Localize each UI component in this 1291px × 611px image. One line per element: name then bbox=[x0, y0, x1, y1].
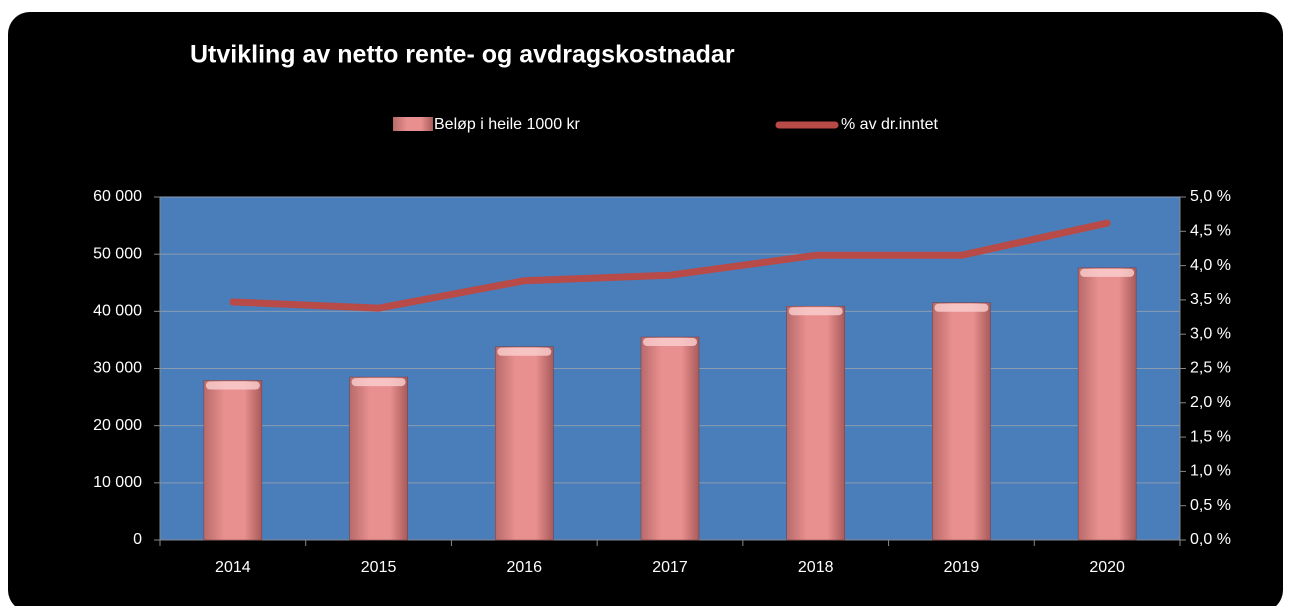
chart-title: Utvikling av netto rente- og avdragskost… bbox=[190, 41, 735, 69]
bar bbox=[495, 346, 554, 541]
x-tick-label: 2016 bbox=[506, 559, 542, 576]
bar bbox=[349, 376, 408, 541]
y-tick-label: 10 000 bbox=[93, 474, 142, 491]
y2-tick-label: 0,0 % bbox=[1190, 531, 1231, 548]
legend-label: Beløp i heile 1000 kr bbox=[434, 116, 581, 133]
x-tick-label: 2019 bbox=[944, 559, 980, 576]
bar-highlight bbox=[934, 303, 989, 312]
legend-label: % av dr.inntet bbox=[841, 116, 939, 133]
x-tick-label: 2020 bbox=[1089, 559, 1125, 576]
y2-tick-label: 1,5 % bbox=[1190, 428, 1231, 445]
bar bbox=[203, 380, 263, 541]
line-series bbox=[229, 219, 1111, 312]
y2-tick-label: 2,5 % bbox=[1190, 360, 1231, 377]
y2-tick-label: 2,0 % bbox=[1190, 394, 1231, 411]
bar-highlight bbox=[351, 378, 406, 387]
y2-tick-label: 0,5 % bbox=[1190, 497, 1231, 514]
bar bbox=[1077, 267, 1137, 541]
y-tick-label: 0 bbox=[133, 531, 142, 548]
bar bbox=[932, 302, 991, 541]
y2-tick-label: 5,0 % bbox=[1190, 188, 1231, 205]
x-tick-label: 2018 bbox=[798, 559, 834, 576]
x-tick-label: 2014 bbox=[215, 559, 251, 576]
y-tick-label: 30 000 bbox=[93, 360, 142, 377]
x-tick-label: 2017 bbox=[652, 559, 688, 576]
bar-highlight bbox=[497, 347, 552, 356]
y2-tick-label: 3,0 % bbox=[1190, 325, 1231, 342]
y-tick-label: 50 000 bbox=[93, 245, 142, 262]
y2-tick-label: 1,0 % bbox=[1190, 463, 1231, 480]
bar-highlight bbox=[788, 307, 843, 316]
y2-tick-label: 4,0 % bbox=[1190, 257, 1231, 274]
bar-highlight bbox=[643, 338, 697, 347]
y2-tick-label: 3,5 % bbox=[1190, 291, 1231, 308]
y-tick-label: 60 000 bbox=[93, 188, 142, 205]
y-tick-label: 40 000 bbox=[93, 303, 142, 320]
y-tick-label: 20 000 bbox=[93, 417, 142, 434]
legend-swatch bbox=[393, 117, 433, 131]
y2-tick-label: 4,5 % bbox=[1190, 223, 1231, 240]
bar bbox=[640, 336, 700, 541]
bar-highlight bbox=[1080, 268, 1135, 277]
x-tick-label: 2015 bbox=[361, 559, 397, 576]
bar-highlight bbox=[205, 381, 260, 390]
bar bbox=[786, 305, 845, 541]
